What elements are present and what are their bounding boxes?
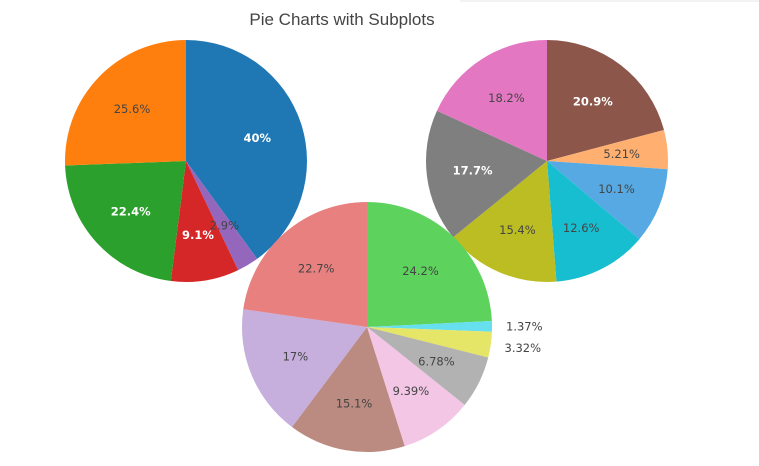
pie-3-slice-4[interactable] — [367, 327, 489, 405]
pie-3-slice-7-label: 17% — [283, 350, 309, 364]
pie-3-slice-2-label: 1.37% — [506, 319, 543, 333]
pie-1-slice-4-label: 22.4% — [111, 205, 151, 219]
pie-3-slice-3-label: 3.32% — [505, 341, 542, 355]
pie-3-slice-1-label: 24.2% — [402, 264, 439, 278]
pie-1-slice-1-label: 40% — [244, 131, 272, 145]
pie-1-slice-3[interactable] — [170, 161, 239, 283]
pie-chart-3: 24.2% 1.37% 3.32% 6.78% 9.39% 15.1% 17% 22.7% — [242, 202, 543, 453]
pie-3-slice-8[interactable] — [243, 202, 367, 327]
pie-2-slice-4-label: 12.6% — [563, 221, 600, 235]
pie-chart-1: 40% 2.9%9.1% 22.4% 25.6% — [65, 40, 307, 283]
pie-3-slice-1[interactable] — [367, 202, 492, 327]
pie-chart-2: 20.9% 5.21% 10.1% 12.6% 15.4% 17.7% 18.2% — [426, 40, 668, 282]
pie-3-slice-6-label: 15.1% — [336, 396, 373, 410]
pie-2-slice-5-label: 15.4% — [499, 223, 536, 237]
pie-1-slice-2-label: 2.9% — [210, 219, 239, 233]
pie-2-slice-6-label: 17.7% — [453, 164, 493, 178]
pie-3-slice-4-label: 6.78% — [418, 354, 455, 368]
pie-2-slice-7-label: 18.2% — [488, 91, 525, 105]
pie-2-slice-3[interactable] — [547, 161, 668, 240]
pie-2-slice-2-label: 5.21% — [603, 147, 640, 161]
pie-3-slice-3[interactable] — [367, 327, 492, 358]
pie-3-slice-6[interactable] — [291, 327, 405, 453]
pie-1-slice-4[interactable] — [65, 161, 186, 282]
chart-title: Pie Charts with Subplots — [249, 10, 434, 29]
pie-3-slice-5-label: 9.39% — [393, 384, 430, 398]
pie-1-slice-5-label: 25.6% — [114, 102, 151, 116]
pie-2-slice-6[interactable] — [426, 110, 547, 238]
pie-1-slice-1[interactable] — [186, 40, 307, 259]
pie-1-slice-3-label: 9.1% — [182, 228, 214, 242]
pie-2-slice-4[interactable] — [547, 161, 640, 282]
pie-3-slice-7[interactable] — [242, 309, 367, 427]
pie-3-slice-2[interactable] — [367, 320, 493, 332]
pie-3-slice-5[interactable] — [367, 327, 465, 447]
pie-2-slice-1[interactable] — [547, 40, 664, 161]
pie-2-slice-5[interactable] — [453, 161, 557, 282]
pie-2-slice-7[interactable] — [436, 40, 547, 161]
pie-1-slice-5[interactable] — [65, 40, 186, 166]
pie-2-slice-2[interactable] — [547, 130, 668, 170]
pie-1-slice-2[interactable] — [186, 161, 258, 271]
pie-3-slice-8-label: 22.7% — [298, 261, 335, 275]
pie-2-slice-3-label: 10.1% — [598, 182, 635, 196]
pie-2-slice-1-label: 20.9% — [573, 95, 613, 109]
